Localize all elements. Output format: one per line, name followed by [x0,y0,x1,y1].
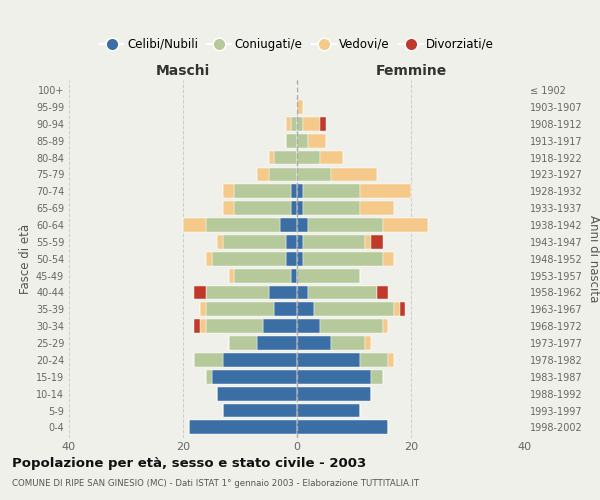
Bar [263,320,297,333]
Bar [212,252,286,266]
Bar [188,420,297,434]
Bar [303,235,365,249]
Bar [297,100,303,114]
Bar [308,218,383,232]
Bar [314,302,394,316]
Bar [303,201,360,215]
Bar [223,235,286,249]
Y-axis label: Fasce di età: Fasce di età [19,224,32,294]
Bar [297,134,308,147]
Text: Maschi: Maschi [156,64,210,78]
Bar [365,235,371,249]
Bar [223,201,235,215]
Bar [206,302,274,316]
Bar [229,336,257,350]
Bar [331,336,365,350]
Bar [297,184,303,198]
Bar [274,150,297,164]
Bar [297,320,320,333]
Text: Popolazione per età, sesso e stato civile - 2003: Popolazione per età, sesso e stato civil… [12,458,366,470]
Bar [360,353,388,367]
Bar [235,201,292,215]
Bar [206,320,263,333]
Bar [194,320,200,333]
Bar [297,420,388,434]
Bar [217,386,297,400]
Bar [292,268,297,282]
Bar [388,353,394,367]
Bar [200,302,206,316]
Bar [297,168,331,181]
Bar [371,235,383,249]
Bar [223,184,235,198]
Bar [183,218,206,232]
Bar [297,268,360,282]
Bar [308,134,325,147]
Bar [206,286,269,300]
Bar [360,201,394,215]
Bar [257,168,269,181]
Bar [280,218,297,232]
Bar [229,268,235,282]
Bar [200,320,206,333]
Bar [297,201,303,215]
Bar [297,370,371,384]
Bar [303,184,360,198]
Bar [365,336,371,350]
Bar [274,302,297,316]
Bar [394,302,400,316]
Bar [235,184,292,198]
Bar [206,252,212,266]
Bar [297,336,331,350]
Bar [257,336,297,350]
Bar [303,252,383,266]
Bar [331,168,377,181]
Bar [297,353,360,367]
Y-axis label: Anni di nascita: Anni di nascita [587,215,600,302]
Bar [223,353,297,367]
Bar [206,370,212,384]
Bar [383,252,394,266]
Text: COMUNE DI RIPE SAN GINESIO (MC) - Dati ISTAT 1° gennaio 2003 - Elaborazione TUTT: COMUNE DI RIPE SAN GINESIO (MC) - Dati I… [12,478,419,488]
Bar [308,286,377,300]
Bar [320,150,343,164]
Bar [206,218,280,232]
Bar [297,302,314,316]
Bar [383,218,428,232]
Bar [286,252,297,266]
Bar [320,117,325,131]
Bar [297,286,308,300]
Bar [269,168,297,181]
Bar [212,370,297,384]
Bar [286,235,297,249]
Bar [377,286,388,300]
Bar [303,117,320,131]
Bar [269,286,297,300]
Bar [292,201,297,215]
Bar [297,218,308,232]
Bar [297,252,303,266]
Bar [194,286,206,300]
Bar [297,404,360,417]
Bar [217,235,223,249]
Bar [286,134,297,147]
Bar [360,184,411,198]
Text: Femmine: Femmine [376,64,446,78]
Bar [371,370,383,384]
Bar [269,150,274,164]
Bar [400,302,406,316]
Bar [320,320,383,333]
Bar [194,353,223,367]
Bar [383,320,388,333]
Bar [297,386,371,400]
Bar [292,117,297,131]
Bar [286,117,292,131]
Legend: Celibi/Nubili, Coniugati/e, Vedovi/e, Divorziati/e: Celibi/Nubili, Coniugati/e, Vedovi/e, Di… [100,38,494,51]
Bar [235,268,292,282]
Bar [223,404,297,417]
Bar [297,150,320,164]
Bar [297,117,303,131]
Bar [297,235,303,249]
Bar [292,184,297,198]
